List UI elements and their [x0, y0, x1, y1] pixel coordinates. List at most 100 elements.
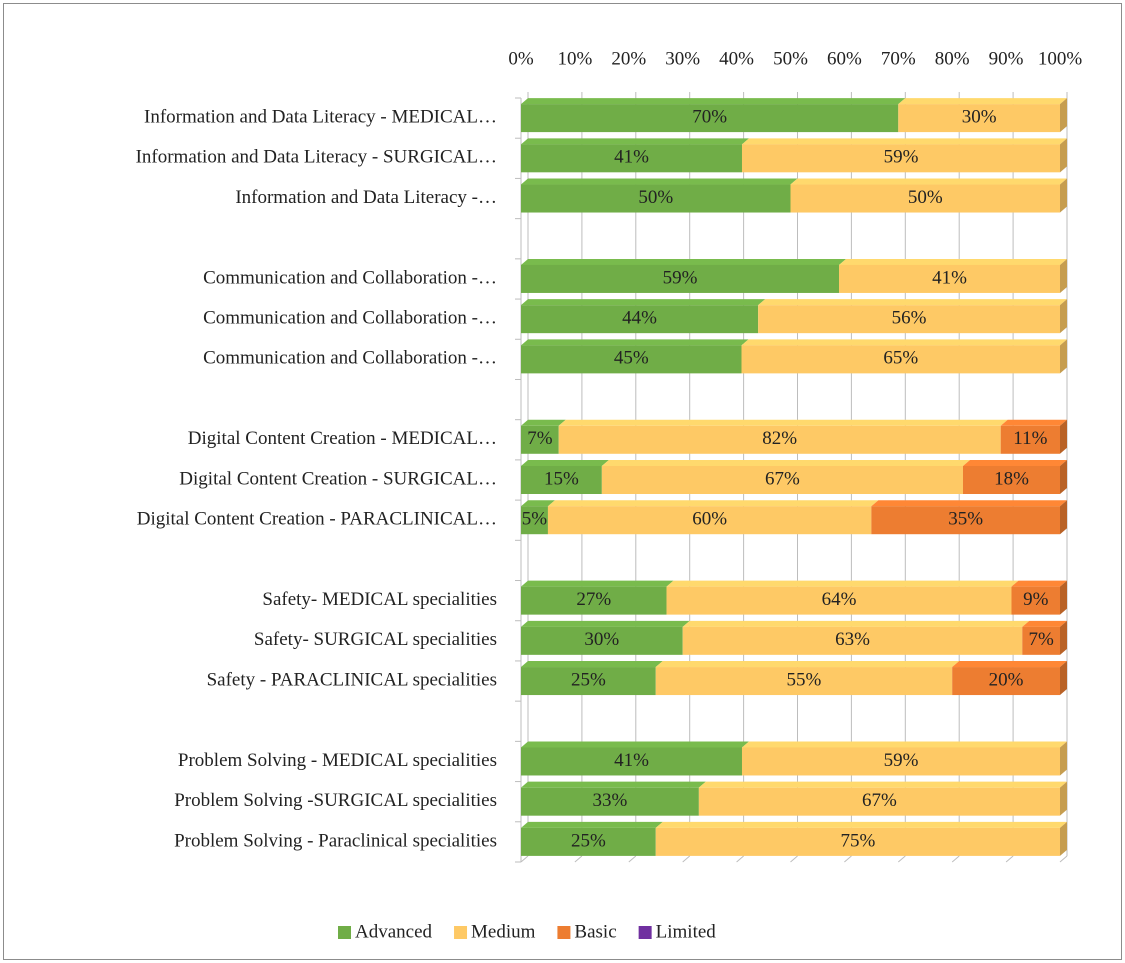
- bar: [521, 104, 899, 133]
- data-label: 60%: [692, 509, 727, 530]
- bar-top: [1011, 580, 1067, 587]
- y-tick-label: Communication and Collaboration -…: [203, 348, 497, 369]
- bar-top: [521, 460, 609, 466]
- bar-side: [1060, 580, 1067, 615]
- bar: [758, 305, 1060, 334]
- data-label: 67%: [862, 790, 897, 811]
- bar: [521, 506, 548, 535]
- bar: [521, 667, 656, 696]
- bar-top: [741, 741, 1067, 748]
- bar: [698, 787, 1060, 816]
- data-label: 41%: [614, 147, 649, 168]
- y-tick-label: Safety- SURGICAL specialities: [254, 629, 497, 650]
- bar: [521, 144, 742, 173]
- bar: [521, 345, 742, 374]
- legend-label: Advanced: [355, 921, 433, 942]
- bar-top: [758, 299, 1067, 306]
- bar-top: [655, 661, 960, 668]
- bar: [790, 184, 1060, 213]
- data-label: 41%: [932, 267, 967, 288]
- bar-top: [1022, 620, 1067, 627]
- bar-top: [521, 580, 674, 587]
- data-label: 82%: [762, 428, 797, 449]
- bar-side: [1060, 741, 1067, 776]
- data-label: 9%: [1023, 589, 1049, 610]
- data-label: 59%: [884, 147, 919, 168]
- bar: [521, 305, 759, 334]
- bar: [741, 345, 1060, 374]
- data-label: 25%: [571, 830, 606, 851]
- x-tick-label: 20%: [611, 48, 646, 69]
- bar: [521, 466, 602, 494]
- legend-swatch: [454, 926, 468, 939]
- y-tick-label: Problem Solving - Paraclinical specialit…: [174, 830, 497, 851]
- grid-floor: [520, 855, 529, 863]
- bar-side: [1060, 98, 1067, 133]
- bar-top: [521, 258, 847, 265]
- grid-floor: [790, 855, 798, 863]
- bar: [521, 626, 683, 655]
- bar: [952, 667, 1060, 696]
- data-label: 15%: [544, 468, 579, 489]
- bar: [547, 506, 872, 535]
- bar: [655, 827, 1060, 856]
- bar: [521, 787, 699, 816]
- y-tick-label: Digital Content Creation - PARACLINICAL…: [137, 509, 497, 530]
- grid-floor: [574, 855, 583, 863]
- bar-top: [1000, 419, 1067, 426]
- bar-top: [547, 500, 879, 507]
- legend-swatch: [557, 926, 571, 939]
- y-tick-label: Safety- MEDICAL specialities: [262, 589, 497, 610]
- data-label: 50%: [638, 187, 673, 208]
- data-label: 63%: [835, 629, 870, 650]
- bar: [871, 506, 1060, 535]
- bar-top: [521, 178, 798, 185]
- grid-floor: [951, 855, 960, 863]
- bar: [682, 626, 1023, 655]
- data-label: 44%: [622, 308, 657, 329]
- y-tick-label: Information and Data Literacy - MEDICAL…: [144, 106, 497, 127]
- bar: [521, 747, 742, 776]
- bar-top: [521, 299, 766, 306]
- data-label: 7%: [1028, 629, 1054, 650]
- x-tick-label: 0%: [508, 48, 534, 69]
- bar-top: [521, 138, 749, 145]
- legend-label: Limited: [656, 921, 717, 942]
- bar-side: [1060, 620, 1067, 655]
- bar: [521, 184, 791, 213]
- data-label: 56%: [892, 308, 927, 329]
- bar-side: [1060, 258, 1067, 293]
- bar-side: [1060, 661, 1067, 696]
- x-tick-label: 30%: [665, 48, 700, 69]
- bar-side: [1060, 339, 1067, 374]
- x-tick-label: 100%: [1038, 48, 1083, 69]
- bar: [558, 425, 1001, 454]
- legend-swatch: [338, 926, 351, 939]
- bar-top: [521, 419, 566, 426]
- y-tick-label: Safety - PARACLINICAL specialities: [207, 669, 497, 690]
- bar-top: [521, 781, 706, 788]
- bar: [839, 264, 1060, 293]
- bar-side: [1060, 299, 1067, 334]
- bar-top: [521, 500, 555, 507]
- bar-top: [655, 821, 1067, 828]
- bar-top: [521, 821, 663, 828]
- y-tick-label: Communication and Collaboration -…: [203, 267, 497, 288]
- bar: [1011, 586, 1060, 615]
- data-label: 64%: [822, 589, 857, 610]
- bar: [666, 586, 1012, 615]
- data-label: 59%: [884, 750, 919, 771]
- bar-top: [682, 620, 1030, 627]
- y-tick-label: Information and Data Literacy -…: [235, 187, 497, 208]
- data-label: 30%: [584, 629, 619, 650]
- bar-top: [521, 741, 749, 748]
- data-label: 30%: [962, 106, 997, 127]
- grid-floor: [897, 855, 906, 863]
- bar: [1000, 425, 1060, 454]
- bar-top: [898, 98, 1067, 105]
- data-label: 59%: [663, 267, 698, 288]
- data-label: 50%: [908, 187, 943, 208]
- data-label: 75%: [840, 830, 875, 851]
- bar-top: [521, 98, 906, 105]
